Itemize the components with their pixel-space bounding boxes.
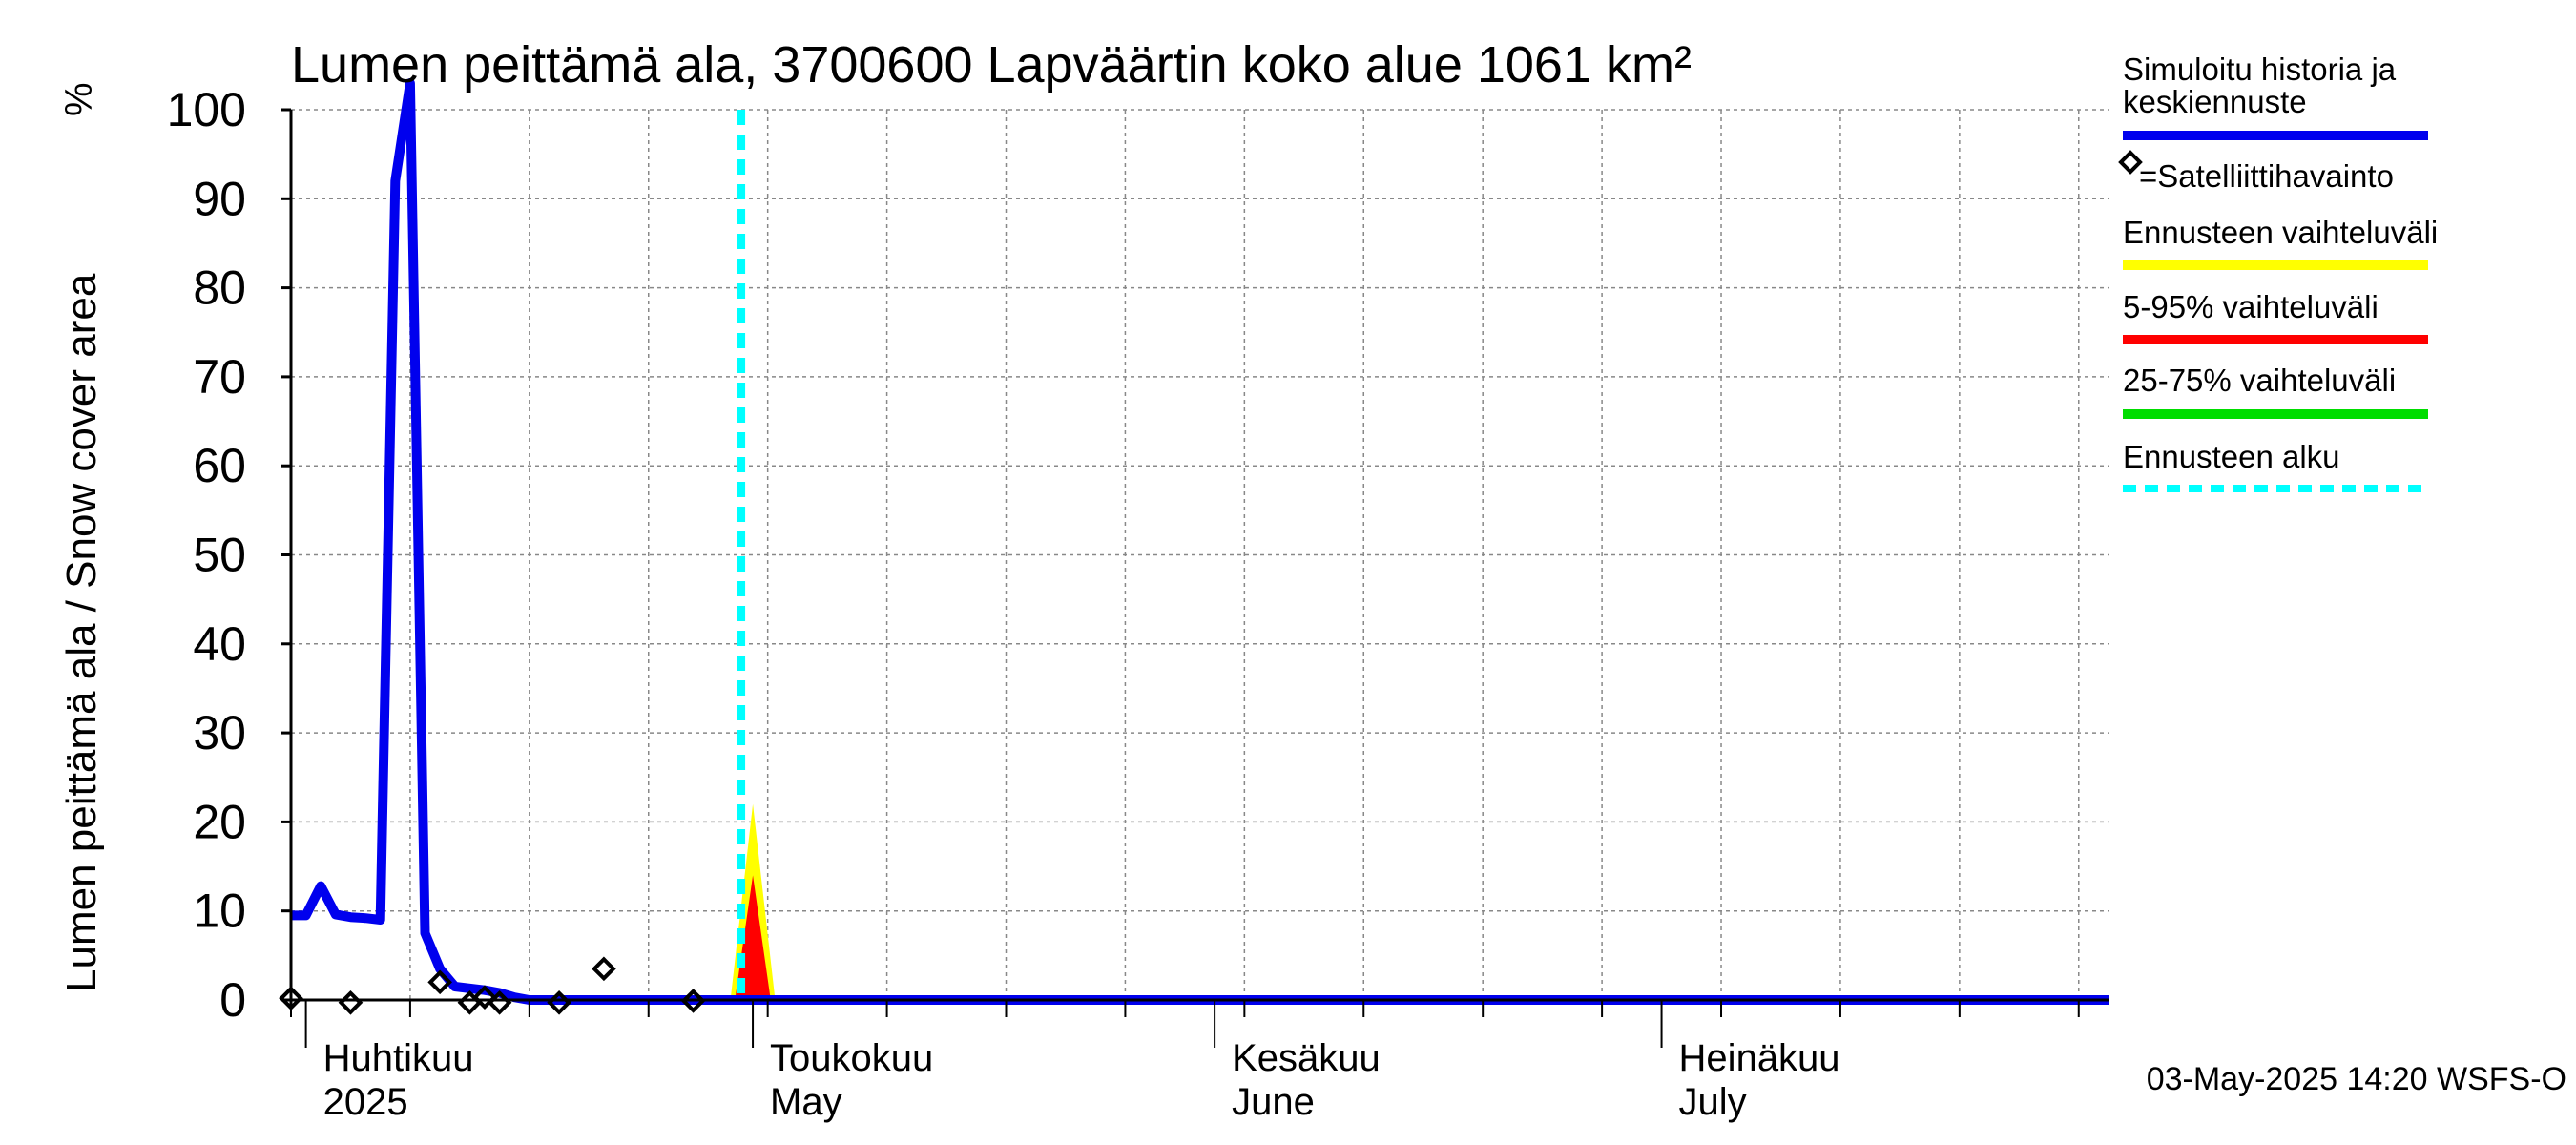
axes xyxy=(281,108,2109,1048)
y-tick-label-3: 30 xyxy=(193,706,246,760)
x-tick-label-1: Toukokuu xyxy=(770,1037,933,1079)
x-tick-label-3: Heinäkuu xyxy=(1679,1037,1840,1079)
x-tick-sublabel-0: 2025 xyxy=(323,1081,408,1123)
legend-label-2: Ennusteen vaihteluväli xyxy=(2123,215,2438,250)
grid xyxy=(291,109,2109,1000)
satellite-marker-8 xyxy=(680,989,706,1013)
legend-label-4: 25-75% vaihteluväli xyxy=(2123,363,2396,398)
y-tick-label-4: 40 xyxy=(193,617,246,671)
x-tick-label-2: Kesäkuu xyxy=(1232,1037,1381,1079)
satellite-marker-4 xyxy=(472,985,497,1010)
y-tick-label-8: 80 xyxy=(193,261,246,315)
y-tick-labels: 0 10 20 30 40 50 60 70 80 90 100 xyxy=(167,83,246,1027)
x-tick-sublabel-3: July xyxy=(1679,1081,1747,1123)
x-tick-sublabel-2: June xyxy=(1232,1081,1315,1123)
y-tick-label-7: 70 xyxy=(193,350,246,404)
y-tick-label-5: 50 xyxy=(193,529,246,582)
band-1 xyxy=(735,875,771,1000)
satellite-marker-2 xyxy=(427,969,452,995)
y-tick-label-9: 90 xyxy=(193,172,246,225)
y-tick-label-2: 20 xyxy=(193,795,246,848)
y-tick-label-0: 0 xyxy=(219,973,246,1027)
x-tick-label-0: Huhtikuu xyxy=(323,1037,474,1079)
x-tick-sublabel-1: May xyxy=(770,1081,842,1123)
y-tick-label-1: 10 xyxy=(193,885,246,938)
legend-swatch-1 xyxy=(2118,150,2143,175)
legend-label-0-line1: Simuloitu historia ja xyxy=(2123,52,2397,87)
satellite-marker-7 xyxy=(592,956,616,982)
footer-timestamp: 03-May-2025 14:20 WSFS-O xyxy=(2147,1061,2566,1097)
legend-label-5: Ennusteen alku xyxy=(2123,439,2340,474)
legend-label-3: 5-95% vaihteluväli xyxy=(2123,289,2379,324)
y-tick-label-10: 100 xyxy=(167,83,246,136)
y-axis-label: Lumen peittämä ala / Snow cover area xyxy=(58,273,105,992)
forecast-bands xyxy=(730,803,776,1000)
y-axis-unit: % xyxy=(58,82,100,116)
y-tick-label-6: 60 xyxy=(193,439,246,492)
legend-label-1: =Satelliittihavainto xyxy=(2139,158,2394,194)
legend-label-0-line2: keskiennuste xyxy=(2123,84,2307,119)
chart-title: Lumen peittämä ala, 3700600 Lapväärtin k… xyxy=(291,36,1692,94)
